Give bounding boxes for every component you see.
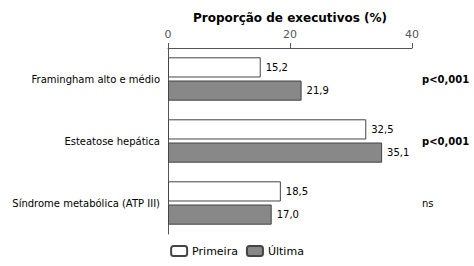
svg-text:p<0,001: p<0,001 <box>422 74 469 85</box>
svg-text:Framingham alto e médio: Framingham alto e médio <box>32 74 160 85</box>
svg-text:Primeira: Primeira <box>192 245 238 258</box>
svg-text:Síndrome metabólica (ATP III): Síndrome metabólica (ATP III) <box>12 198 160 209</box>
svg-text:40: 40 <box>405 28 419 41</box>
svg-text:21,9: 21,9 <box>307 85 329 96</box>
svg-text:20: 20 <box>283 28 297 41</box>
svg-text:18,5: 18,5 <box>286 186 308 197</box>
svg-text:p<0,001: p<0,001 <box>422 136 469 147</box>
svg-text:ns: ns <box>422 198 434 209</box>
svg-text:Esteatose hepática: Esteatose hepática <box>64 136 160 147</box>
svg-text:Última: Última <box>268 245 304 258</box>
svg-text:32,5: 32,5 <box>371 124 393 135</box>
svg-text:Proporção de executivos (%): Proporção de executivos (%) <box>193 11 387 25</box>
svg-text:0: 0 <box>165 28 172 41</box>
svg-text:35,1: 35,1 <box>387 147 409 158</box>
svg-text:15,2: 15,2 <box>266 62 288 73</box>
svg-text:17,0: 17,0 <box>277 209 299 220</box>
